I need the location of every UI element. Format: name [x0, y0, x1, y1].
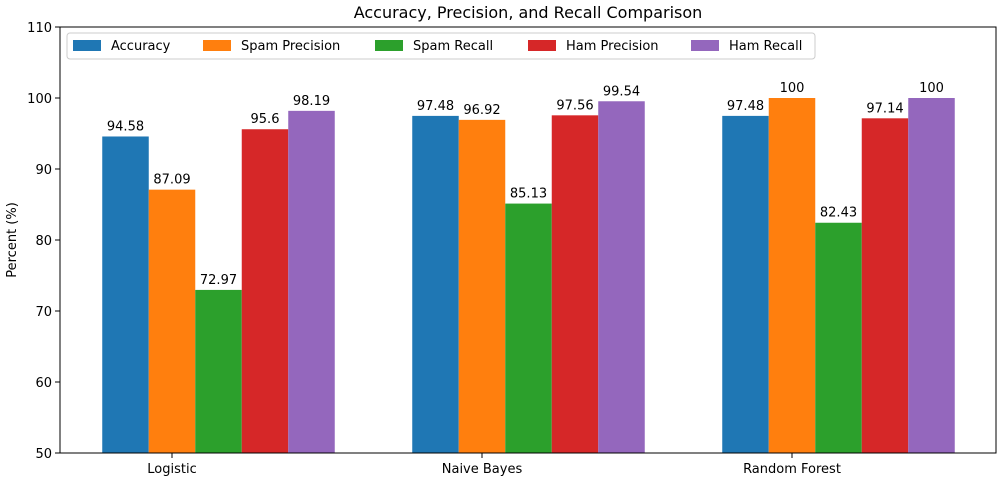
data-label: 98.19 [293, 94, 330, 109]
chart-title: Accuracy, Precision, and Recall Comparis… [354, 3, 703, 22]
bar [458, 119, 506, 454]
data-label: 99.54 [603, 84, 640, 99]
y-tick-label: 50 [35, 447, 52, 462]
y-tick-label: 60 [35, 376, 52, 391]
legend-label: Spam Precision [241, 39, 340, 54]
plot-area: 50 60 70 80 90 100 110 94.58 87.09 72.97 95.6 98.19… [27, 21, 997, 477]
y-tick-label: 100 [27, 92, 52, 107]
legend: Accuracy Spam Precision Spam Recall Ham Pre… [66, 32, 816, 60]
y-tick-label: 110 [27, 21, 52, 36]
data-label: 100 [919, 81, 944, 96]
data-label: 97.48 [727, 99, 764, 114]
data-label: 95.6 [251, 112, 280, 127]
bar [148, 189, 196, 453]
y-tick-label: 80 [35, 234, 52, 249]
bar [412, 115, 459, 453]
legend-label: Ham Precision [566, 39, 659, 54]
data-label: 94.58 [107, 119, 144, 134]
bar [815, 222, 862, 453]
bar [288, 110, 335, 453]
bar [505, 203, 552, 453]
bar [722, 115, 769, 453]
bar [861, 118, 909, 453]
legend-label: Ham Recall [729, 39, 802, 54]
legend-swatch [73, 40, 101, 51]
legend-label: Spam Recall [413, 39, 493, 54]
legend-box [66, 32, 816, 60]
bar [768, 98, 816, 453]
bar [908, 98, 955, 453]
x-tick-label: Random Forest [743, 462, 841, 477]
data-label: 72.97 [200, 273, 237, 288]
data-label: 82.43 [820, 206, 857, 221]
data-label: 97.56 [556, 98, 593, 113]
data-label: 87.09 [153, 173, 190, 188]
bar [102, 136, 149, 453]
y-axis-label: Percent (%) [5, 202, 20, 278]
bar [551, 115, 599, 453]
x-tick-label: Naive Bayes [442, 462, 523, 477]
data-label: 100 [780, 81, 805, 96]
legend-swatch [691, 40, 719, 51]
legend-swatch [528, 40, 556, 51]
x-tick-label: Logistic [147, 462, 196, 477]
data-label: 85.13 [510, 187, 547, 202]
y-tick-label: 70 [35, 305, 52, 320]
data-label: 97.48 [417, 99, 454, 114]
legend-swatch [375, 40, 403, 51]
y-tick-label: 90 [35, 163, 52, 178]
bar [598, 101, 645, 454]
data-label: 96.92 [463, 103, 500, 118]
bar [241, 129, 289, 454]
bar [195, 289, 242, 453]
axes-frame [59, 26, 997, 454]
legend-label: Accuracy [111, 39, 171, 54]
legend-swatch [203, 40, 231, 51]
data-label: 97.14 [866, 101, 903, 116]
